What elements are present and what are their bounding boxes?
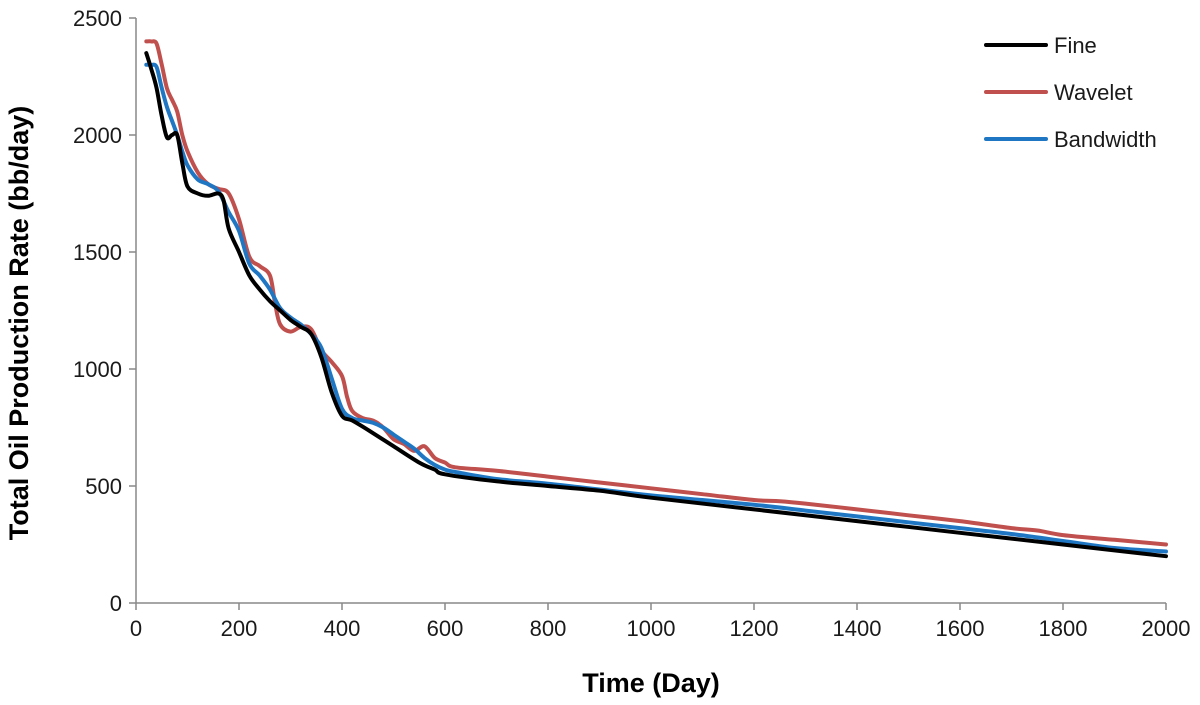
x-tick-label: 400: [324, 616, 361, 641]
series-line-fine: [144, 51, 1168, 559]
x-tick-label: 200: [221, 616, 258, 641]
x-tick-label: 1400: [833, 616, 882, 641]
x-tick-label: 0: [130, 616, 142, 641]
y-axis-title: Total Oil Production Rate (bb/day): [4, 106, 34, 541]
x-ticks: 0 200 400 600 800 1000 1200 1400 1600 1800 2000: [130, 603, 1191, 641]
y-tick-label: 2000: [73, 123, 122, 148]
legend-label-bandwidth: Bandwidth: [1054, 127, 1157, 152]
legend-label-wavelet: Wavelet: [1054, 80, 1133, 105]
series-line-bandwidth: [144, 62, 1168, 554]
legend: Fine Wavelet Bandwidth: [984, 33, 1157, 152]
legend-label-fine: Fine: [1054, 33, 1097, 58]
series-line-wavelet: [144, 39, 1168, 547]
y-ticks: 0 500 1000 1500 2000 2500: [73, 6, 136, 616]
series-group: [144, 39, 1168, 559]
x-tick-label: 2000: [1142, 616, 1191, 641]
x-tick-label: 800: [530, 616, 567, 641]
y-tick-label: 500: [85, 474, 122, 499]
axes: [135, 18, 1166, 604]
x-axis-title: Time (Day): [582, 668, 720, 698]
x-tick-label: 1800: [1039, 616, 1088, 641]
y-tick-label: 1000: [73, 357, 122, 382]
x-tick-label: 1600: [936, 616, 985, 641]
y-tick-label: 2500: [73, 6, 122, 31]
x-tick-label: 1200: [730, 616, 779, 641]
x-tick-label: 1000: [627, 616, 676, 641]
y-tick-label: 1500: [73, 240, 122, 265]
x-tick-label: 600: [427, 616, 464, 641]
y-tick-label: 0: [110, 591, 122, 616]
